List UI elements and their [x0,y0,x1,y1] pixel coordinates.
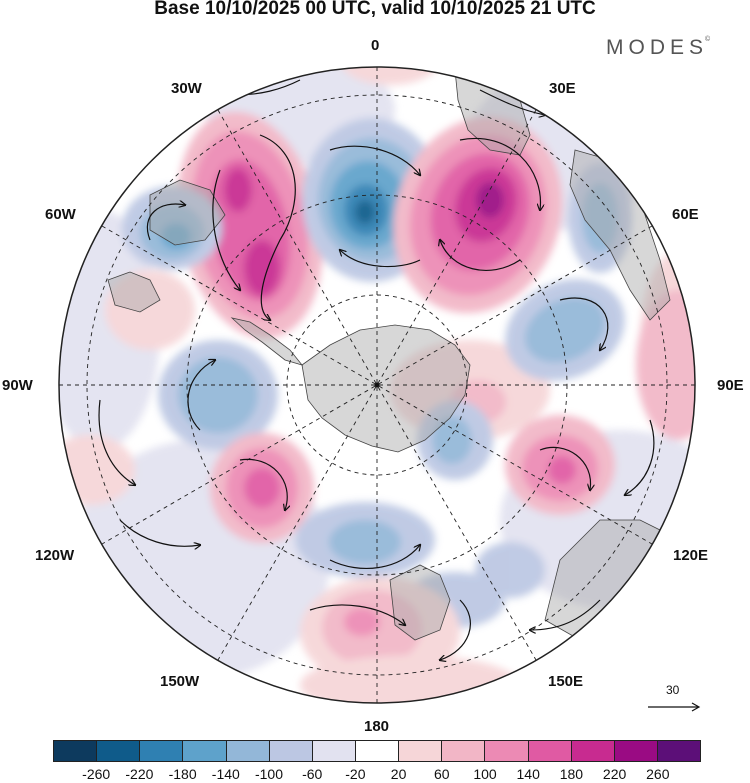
colorbar-swatch [614,741,658,761]
lon-label-120w: 120W [35,547,75,564]
colorbar-tick-label: 60 [434,766,450,782]
colorbar-swatch [657,741,701,761]
lon-label-0: 0 [371,37,380,54]
colorbar-tick-label: 100 [473,766,497,782]
colorbar-swatch [571,741,615,761]
colorbar-tick-label: -180 [168,766,197,782]
colorbar-tick-label: -60 [302,766,323,782]
colorbar-swatch [355,741,400,761]
colorbar-tick-label: 260 [646,766,670,782]
colorbar-tick-label: 140 [516,766,540,782]
colorbar-tick-label: 220 [602,766,627,782]
colorbar-tick-label: 180 [559,766,584,782]
map-title: Base 10/10/2025 00 UTC, valid 10/10/2025… [154,0,596,19]
colorbar-swatch [528,741,572,761]
brand-text: MODES [606,36,709,59]
colorbar-swatch [312,741,356,761]
colorbar-swatch [269,741,313,761]
colorbar-swatch [140,741,184,761]
colorbar-swatch [54,741,98,761]
arrow-right-icon [648,702,701,712]
colorbar-tick-label: -20 [345,766,366,782]
colorbar-tick-label: -140 [211,766,240,782]
colorbar-tick-label: -260 [82,766,111,782]
lon-label-30w: 30W [171,80,202,97]
colorbar-swatch [399,741,443,761]
brand-logo: MODES© [606,36,710,60]
lon-label-90e: 90E [717,377,744,394]
colorbar-swatch [485,741,529,761]
pole-marker [374,382,380,388]
lon-label-60w: 60W [45,206,76,223]
lon-label-30e: 30E [549,80,576,97]
colorbar-swatch [183,741,227,761]
lon-label-120e: 120E [673,547,709,564]
colorbar-swatch [97,741,141,761]
colorbar [53,740,701,762]
lon-label-60e: 60E [672,206,699,223]
colorbar-swatch [442,741,486,761]
colorbar-ticks: -260 -220 -180 -140 -100 -60 -20 20 60 100 140 180 2… [53,766,701,782]
graticule [59,67,695,703]
wind-streamlines [98,79,655,660]
brand-mark: © [705,36,711,43]
lon-label-90w: 90W [2,377,33,394]
lon-label-150w: 150W [160,673,200,690]
map-frame [58,66,696,704]
colorbar-tick-label: -100 [254,766,284,782]
colorbar-tick-label: 20 [390,766,407,782]
colorbar-tick-label: -220 [125,766,154,782]
colorbar-swatch [226,741,270,761]
lon-label-180: 180 [364,718,390,735]
reference-vector-value: 30 [666,683,680,697]
lon-label-150e: 150E [548,673,584,690]
